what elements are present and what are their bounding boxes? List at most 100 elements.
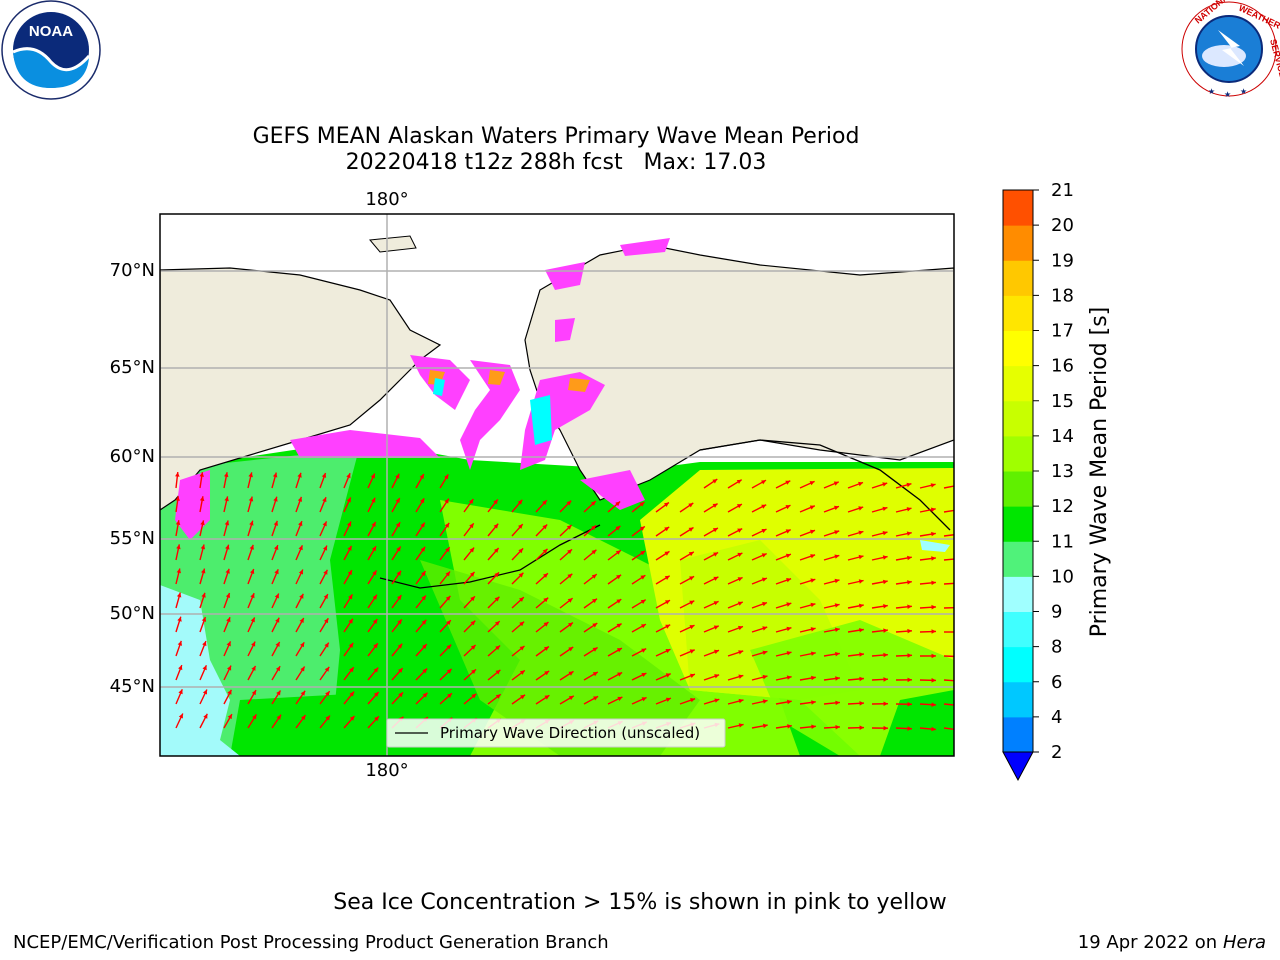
wave-arrow-head	[225, 568, 230, 574]
wave-arrow-head	[689, 625, 695, 630]
wave-arrow-head	[810, 627, 816, 632]
colorbar-tick-label: 18	[1051, 285, 1074, 306]
wave-arrow-head	[372, 570, 377, 576]
noaa-logo-text: NOAA	[29, 23, 73, 40]
wave-arrow-head	[300, 666, 305, 672]
wave-arrow-head	[469, 523, 474, 529]
wave-arrow-head	[858, 481, 863, 487]
wave-arrow-head	[882, 579, 888, 585]
svg-text:★: ★	[1240, 87, 1247, 96]
wave-arrow-head	[347, 521, 352, 527]
wave-arrow-head	[300, 690, 306, 696]
wave-arrow	[943, 727, 954, 731]
wave-arrow	[943, 509, 954, 513]
wave-arrow-head	[346, 473, 351, 479]
wave-arrow-head	[519, 646, 525, 651]
wave-arrow-head	[641, 648, 647, 653]
wave-arrow-head	[227, 689, 232, 695]
wave-arrow-head	[272, 472, 278, 478]
wave-arrow-head	[907, 555, 912, 561]
wave-arrow-head	[544, 670, 550, 676]
noaa-logo: NOAA	[1, 0, 101, 100]
colorbar-tick-label: 20	[1051, 215, 1074, 236]
wave-arrow-head	[615, 525, 621, 531]
wave-arrow-head	[178, 665, 183, 671]
wave-arrow-head	[175, 472, 180, 477]
wave-arrow-head	[447, 693, 452, 698]
wave-arrow-head	[664, 575, 670, 580]
wave-arrow-head	[714, 649, 719, 654]
colorbar-tick-label: 19	[1051, 250, 1074, 271]
wave-arrow-head	[713, 601, 719, 606]
wave-arrow-head	[519, 670, 525, 675]
wave-arrow-head	[883, 677, 888, 682]
wave-arrow-head	[251, 690, 256, 696]
wave-arrow	[943, 582, 954, 585]
wave-arrow-head	[322, 521, 327, 527]
lat-label-70: 70°N	[110, 260, 155, 281]
wave-arrow-head	[590, 501, 596, 506]
wave-arrow-head	[785, 553, 791, 558]
wave-arrow-head	[907, 726, 912, 731]
colorbar-tick-label: 16	[1051, 356, 1074, 377]
wave-arrow-head	[518, 548, 524, 554]
wave-arrow-head	[395, 498, 400, 503]
wave-arrow-head	[444, 522, 450, 528]
wave-arrow-head	[227, 665, 232, 671]
nws-logo: NATIONAL WEATHER SERVICE ★ ★ ★	[1181, 0, 1280, 99]
wave-arrow-head	[786, 602, 792, 607]
wave-arrow	[943, 655, 954, 658]
wave-arrow-head	[907, 604, 912, 609]
wave-arrow-head	[321, 473, 327, 478]
wave-arrow-head	[714, 674, 720, 679]
wave-arrow-head	[325, 691, 330, 697]
wave-arrow-head	[931, 556, 936, 561]
wave-arrow-head	[906, 507, 912, 512]
wave-arrow-head	[690, 673, 695, 678]
wave-arrow-head	[688, 503, 694, 508]
wave-arrow-head	[370, 473, 375, 479]
wave-arrow-head	[664, 551, 670, 556]
wave-arrow	[943, 606, 954, 609]
footer-date-text: 19 Apr 2022 on	[1077, 932, 1223, 953]
wave-arrow-head	[176, 544, 181, 550]
wave-arrow-head	[298, 569, 303, 575]
colorbar-tick-label: 15	[1051, 391, 1074, 412]
wave-arrow-head	[738, 723, 744, 728]
wave-arrow-head	[761, 480, 766, 485]
wave-arrow-head	[592, 623, 598, 628]
wave-arrow-head	[835, 700, 840, 706]
wave-arrow-head	[785, 505, 791, 510]
colorbar-tick-label: 14	[1051, 426, 1074, 447]
wave-arrow-head	[859, 676, 864, 682]
colorbar-segment	[1003, 295, 1033, 332]
wave-arrow-head	[371, 521, 376, 527]
wave-arrow-head	[493, 499, 498, 505]
wave-arrow-head	[617, 672, 623, 677]
wave-arrow-head	[275, 617, 280, 623]
wave-arrow-head	[543, 622, 549, 627]
wave-arrow-head	[858, 603, 864, 609]
wave-arrow-head	[543, 573, 548, 578]
colorbar-tick-label: 17	[1051, 321, 1074, 342]
chart-title: GEFS MEAN Alaskan Waters Primary Wave Me…	[0, 124, 1112, 176]
wave-arrow-head	[468, 499, 474, 504]
wave-arrow-head	[495, 645, 501, 651]
wave-arrow-head	[786, 651, 792, 656]
wave-arrow-head	[712, 528, 718, 533]
wave-arrow-head	[883, 652, 888, 658]
colorbar-segment	[1003, 435, 1033, 472]
wave-arrow-head	[568, 671, 574, 676]
wave-arrow-head	[300, 642, 305, 648]
wave-arrow-head	[665, 600, 670, 605]
wave-arrow-head	[616, 574, 622, 580]
footer-host: Hera	[1222, 932, 1266, 953]
wave-arrow-head	[323, 569, 328, 575]
wave-arrow-head	[690, 698, 696, 703]
wave-arrow-head	[226, 617, 231, 623]
wave-arrow-head	[199, 496, 205, 502]
colorbar-tick-label: 2	[1051, 742, 1062, 763]
wave-arrow-head	[930, 507, 936, 512]
wave-arrow-head	[568, 695, 574, 701]
